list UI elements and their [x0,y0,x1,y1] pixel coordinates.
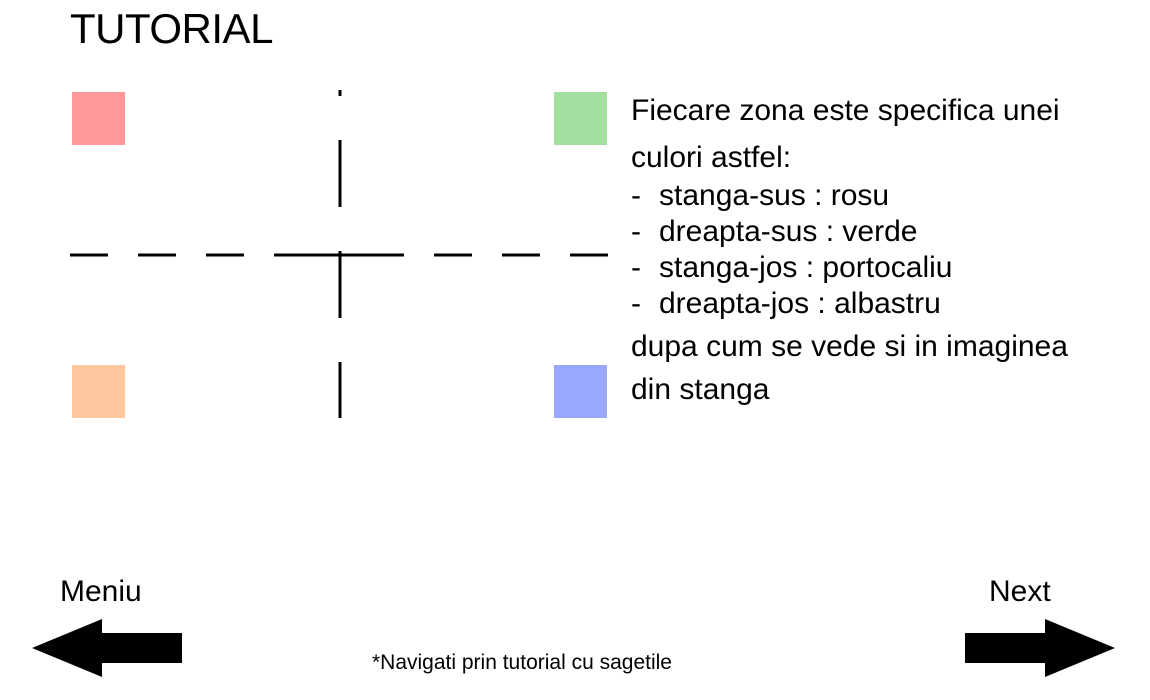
list-dash: - [631,179,641,212]
zone-square-bottom-left [72,365,125,418]
arrow-right-icon[interactable] [965,619,1117,677]
list-dash: - [631,251,641,284]
list-item-text: stanga-sus : rosu [659,179,890,212]
instructions-outro-line-1: dupa cum se vede si in imaginea [631,330,1068,363]
list-item-text: dreapta-sus : verde [659,215,918,248]
instructions-outro-line-2: din stanga [631,373,770,406]
list-item: - stanga-sus : rosu [631,178,1141,214]
list-item-text: dreapta-jos : albastru [659,287,941,320]
list-dash: - [631,287,641,320]
instructions-intro-line-1: Fiecare zona este specifica unei [631,94,1060,127]
zone-square-top-left [72,92,125,145]
list-item-text: stanga-jos : portocaliu [659,251,953,284]
menu-button-label[interactable]: Meniu [60,575,142,608]
quadrant-divider-diagram [70,90,610,418]
arrow-left-icon[interactable] [32,619,184,677]
navigation-hint: *Navigati prin tutorial cu sagetile [372,651,672,674]
zone-square-bottom-right [554,365,607,418]
next-button-label[interactable]: Next [989,575,1051,608]
instructions-intro-line-2: culori astfel: [631,141,792,174]
list-dash: - [631,215,641,248]
list-item: - stanga-jos : portocaliu [631,250,1141,286]
list-item: - dreapta-jos : albastru [631,286,1141,322]
page-title: TUTORIAL [70,5,273,52]
instructions-panel: Fiecare zona este specifica unei culori … [631,84,1141,408]
list-item: - dreapta-sus : verde [631,214,1141,250]
zone-color-list: - stanga-sus : rosu - dreapta-sus : verde … [631,178,1141,322]
zone-square-top-right [554,92,607,145]
